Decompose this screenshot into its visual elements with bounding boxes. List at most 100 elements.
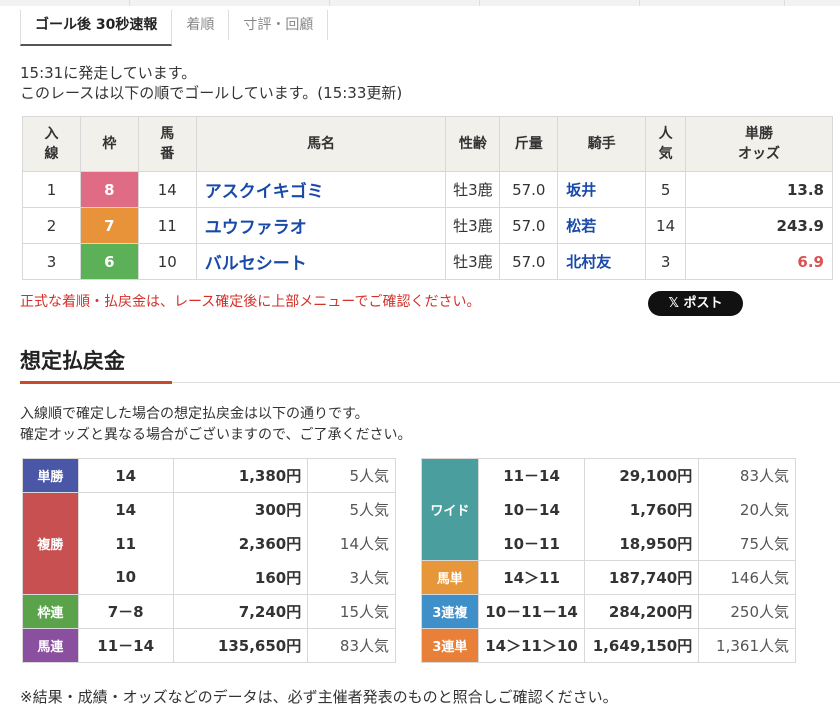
payout-combination: 14 (77, 492, 174, 527)
payout-description: 確定オッズと異なる場合がございますので、ご了承ください。 (20, 427, 412, 443)
number-cell: 11 (137, 207, 197, 244)
payout-row: 11 2,360円 14人気 (23, 526, 396, 561)
top-menu-segment[interactable] (640, 0, 785, 6)
odds-cell: 243.9 (685, 207, 833, 244)
payout-row: 10－14 1,760円 20人気 (422, 492, 796, 527)
tab-review[interactable]: 寸評・回顧 (229, 10, 329, 40)
payout-popularity: 14人気 (307, 526, 396, 561)
jockey-link[interactable]: 坂井 (557, 171, 647, 208)
odds-cell: 13.8 (685, 171, 833, 208)
payout-amount: 187,740円 (584, 560, 700, 595)
jockey-link[interactable]: 松若 (557, 207, 647, 244)
payout-amount: 1,380円 (172, 458, 309, 493)
table-row: 1 8 14 アスクイキゴミ 牡3鹿 57.0 坂井 5 13.8 (22, 171, 833, 208)
payout-amount: 2,360円 (172, 526, 309, 561)
payout-combination: 14＞11 (477, 560, 586, 595)
payout-row: 10 160円 3人気 (23, 560, 396, 595)
top-menu-strip (0, 0, 840, 6)
frame-cell: 7 (79, 207, 139, 244)
payout-row: 馬連 11－14 135,650円 83人気 (22, 628, 396, 663)
payout-table-left: 単勝 14 1,380円 5人気 複勝 14 300円 5人気 11 2,360… (22, 458, 396, 663)
payout-amount: 284,200円 (584, 594, 700, 629)
payout-popularity: 250人気 (698, 594, 796, 629)
section-divider (20, 382, 840, 383)
result-tabs: ゴール後 30秒速報 着順 寸評・回顧 (20, 10, 329, 46)
header-place: 入 線 (22, 116, 81, 172)
sex-age-cell: 牡3鹿 (445, 243, 501, 280)
payout-popularity: 1,361人気 (698, 628, 796, 663)
payout-combination: 7－8 (77, 594, 174, 629)
payout-row: 複勝 14 300円 5人気 (22, 492, 396, 595)
section-divider-accent (20, 381, 172, 384)
top-menu-segment[interactable] (130, 0, 330, 6)
payout-combination: 10－11 (477, 526, 586, 561)
top-menu-segment[interactable] (330, 0, 480, 6)
frame-cell: 6 (79, 243, 139, 280)
x-post-button[interactable]: 𝕏 ポスト (648, 291, 743, 316)
confirmation-notice: 正式な着順・払戻金は、レース確定後に上部メニューでご確認ください。 (20, 294, 481, 310)
bet-type-umatan: 馬単 (421, 560, 479, 595)
frame-cell: 8 (79, 171, 139, 208)
result-header-row: 入 線 枠 馬 番 馬名 性齢 斤量 騎手 人 気 単勝 オッズ (22, 116, 833, 172)
tab-goal-flash[interactable]: ゴール後 30秒速報 (20, 10, 173, 46)
payout-popularity: 3人気 (307, 560, 396, 595)
payout-description: 入線順で確定した場合の想定払戻金は以下の通りです。 (20, 406, 369, 422)
popularity-cell: 5 (645, 171, 687, 208)
payout-combination: 10 (77, 560, 174, 595)
result-table: 入 線 枠 馬 番 馬名 性齢 斤量 騎手 人 気 単勝 オッズ 1 8 14 … (22, 116, 833, 280)
tab-finish-order[interactable]: 着順 (172, 10, 230, 40)
horse-name-link[interactable]: バルセシート (195, 243, 447, 280)
payout-amount: 7,240円 (172, 594, 309, 629)
bet-type-umaren: 馬連 (22, 628, 79, 663)
payout-popularity: 146人気 (698, 560, 796, 595)
place-cell: 2 (22, 207, 81, 244)
payout-row: 3連複 10－11－14 284,200円 250人気 (421, 594, 796, 629)
table-row: 3 6 10 バルセシート 牡3鹿 57.0 北村友 3 6.9 (22, 243, 833, 280)
payout-combination: 11－14 (77, 628, 174, 663)
popularity-cell: 14 (645, 207, 687, 244)
number-cell: 14 (137, 171, 197, 208)
payout-popularity: 5人気 (307, 492, 396, 527)
bet-type-tansho: 単勝 (22, 458, 79, 493)
bet-type-sanrentan: 3連単 (421, 628, 479, 663)
payout-amount: 29,100円 (584, 458, 700, 493)
section-title: 想定払戻金 (20, 349, 125, 373)
payout-row: 10－11 18,950円 75人気 (422, 526, 796, 561)
payout-popularity: 15人気 (307, 594, 396, 629)
header-jockey: 騎手 (557, 116, 647, 172)
header-popularity: 人 気 (645, 116, 687, 172)
data-disclaimer: ※結果・成績・オッズなどのデータは、必ず主催者発表のものと照合しご確認ください。 (20, 688, 618, 706)
horse-name-link[interactable]: ユウファラオ (195, 207, 447, 244)
header-frame: 枠 (79, 116, 139, 172)
header-odds: 単勝 オッズ (685, 116, 833, 172)
bet-type-wakuren: 枠連 (22, 594, 79, 629)
start-status: 15:31に発走しています。 (20, 64, 197, 82)
payout-row: ワイド 11－14 29,100円 83人気 (421, 458, 796, 561)
payout-table-right: ワイド 11－14 29,100円 83人気 10－14 1,760円 20人気… (421, 458, 796, 663)
header-weight: 斤量 (499, 116, 559, 172)
payout-popularity: 83人気 (698, 458, 796, 493)
payout-popularity: 83人気 (307, 628, 396, 663)
header-number: 馬 番 (137, 116, 197, 172)
bet-type-sanrenpuku: 3連複 (421, 594, 479, 629)
bet-type-wide: ワイド (421, 458, 479, 561)
horse-name-link[interactable]: アスクイキゴミ (195, 171, 447, 208)
place-cell: 3 (22, 243, 81, 280)
jockey-link[interactable]: 北村友 (557, 243, 647, 280)
payout-combination: 14＞11＞10 (477, 628, 586, 663)
sex-age-cell: 牡3鹿 (445, 207, 501, 244)
payout-combination: 14 (77, 458, 174, 493)
top-menu-segment[interactable] (0, 0, 130, 6)
weight-cell: 57.0 (499, 243, 559, 280)
payout-row: 枠連 7－8 7,240円 15人気 (22, 594, 396, 629)
payout-popularity: 75人気 (698, 526, 796, 561)
top-menu-segment[interactable] (480, 0, 640, 6)
payout-combination: 10－11－14 (477, 594, 586, 629)
payout-row: 単勝 14 1,380円 5人気 (22, 458, 396, 493)
payout-amount: 135,650円 (172, 628, 309, 663)
payout-popularity: 20人気 (698, 492, 796, 527)
payout-amount: 300円 (172, 492, 309, 527)
payout-amount: 1,760円 (584, 492, 700, 527)
weight-cell: 57.0 (499, 171, 559, 208)
payout-combination: 11－14 (477, 458, 586, 493)
